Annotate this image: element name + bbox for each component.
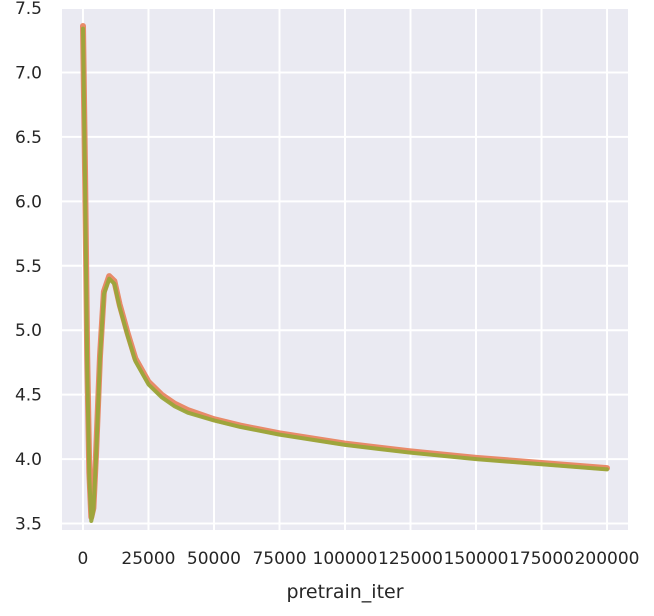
y-tick-label: 6.5 [15, 128, 42, 148]
x-tick-label: 50000 [187, 549, 241, 569]
x-tick-label: 125000 [378, 549, 443, 569]
x-tick-label: 150000 [444, 549, 509, 569]
x-axis-label: pretrain_iter [286, 581, 403, 603]
x-tick-label: 0 [78, 549, 89, 569]
x-tick-label: 25000 [121, 549, 175, 569]
y-tick-label: 5.5 [15, 257, 42, 277]
series-lines [80, 23, 610, 523]
series-line-1 [81, 26, 609, 523]
x-tick-labels: 0 25000 50000 75000 100000 125000 150000 175000… [78, 549, 640, 569]
y-tick-labels: 3.5 4.0 4.5 5.0 5.5 6.0 6.5 7.0 7.5 [15, 0, 42, 535]
y-tick-label: 5.0 [15, 321, 42, 341]
y-tick-label: 6.0 [15, 192, 42, 212]
x-tick-label: 200000 [575, 549, 640, 569]
x-tick-label: 175000 [509, 549, 574, 569]
y-tick-label: 4.0 [15, 450, 42, 470]
y-tick-label: 3.5 [15, 515, 42, 535]
y-tick-label: 7.5 [15, 0, 42, 19]
y-tick-label: 7.0 [15, 63, 42, 83]
y-tick-label: 4.5 [15, 386, 42, 406]
x-tick-label: 75000 [252, 549, 306, 569]
x-tick-label: 100000 [313, 549, 378, 569]
